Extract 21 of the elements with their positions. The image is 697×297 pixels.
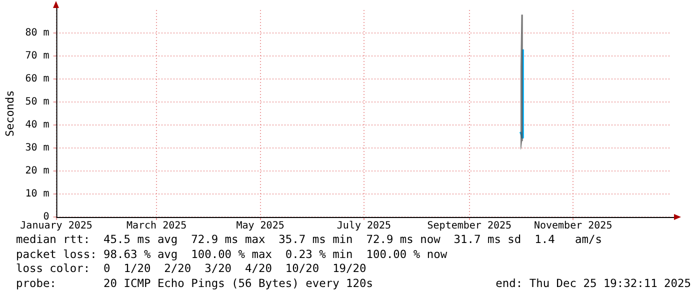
y-axis-title: Seconds bbox=[3, 90, 16, 137]
x-tick-label: May 2025 bbox=[236, 220, 284, 232]
x-tick-label: March 2025 bbox=[126, 220, 187, 232]
y-tick-label: 70 m bbox=[25, 50, 50, 62]
y-tick-label: 50 m bbox=[25, 96, 50, 108]
y-tick-label: 30 m bbox=[25, 142, 50, 154]
x-tick-label: September 2025 bbox=[427, 220, 512, 232]
x-tick-label: November 2025 bbox=[534, 220, 612, 232]
y-tick-label: 20 m bbox=[25, 166, 50, 177]
y-tick-label: 0 bbox=[43, 212, 50, 223]
text: probe: 20 ICMP Echo Pings (56 Bytes) every 120s bbox=[16, 276, 373, 290]
y-tick-label: 80 m bbox=[25, 28, 50, 39]
text: packet loss: 98.63 % avg 100.00 % max 0.23 % min 100.00 % now bbox=[16, 248, 448, 262]
x-tick-label: January 2025 bbox=[20, 220, 92, 232]
y-tick-label: 10 m bbox=[25, 188, 50, 200]
text: median rtt: 45.5 ms avg 72.9 ms max 35.7 ms min 72.9 ms now 31.7 ms sd 1.4 am/s bbox=[16, 233, 603, 248]
y-tick-label: 60 m bbox=[25, 74, 50, 85]
text: end: Thu Dec 25 19:32:11 2025 bbox=[496, 276, 691, 291]
text: loss color: 0 1/20 2/20 3/20 4/20 10/20 19/20 bbox=[16, 262, 368, 276]
y-tick-label: 40 m bbox=[25, 120, 50, 131]
x-tick-label: July 2025 bbox=[336, 220, 392, 232]
